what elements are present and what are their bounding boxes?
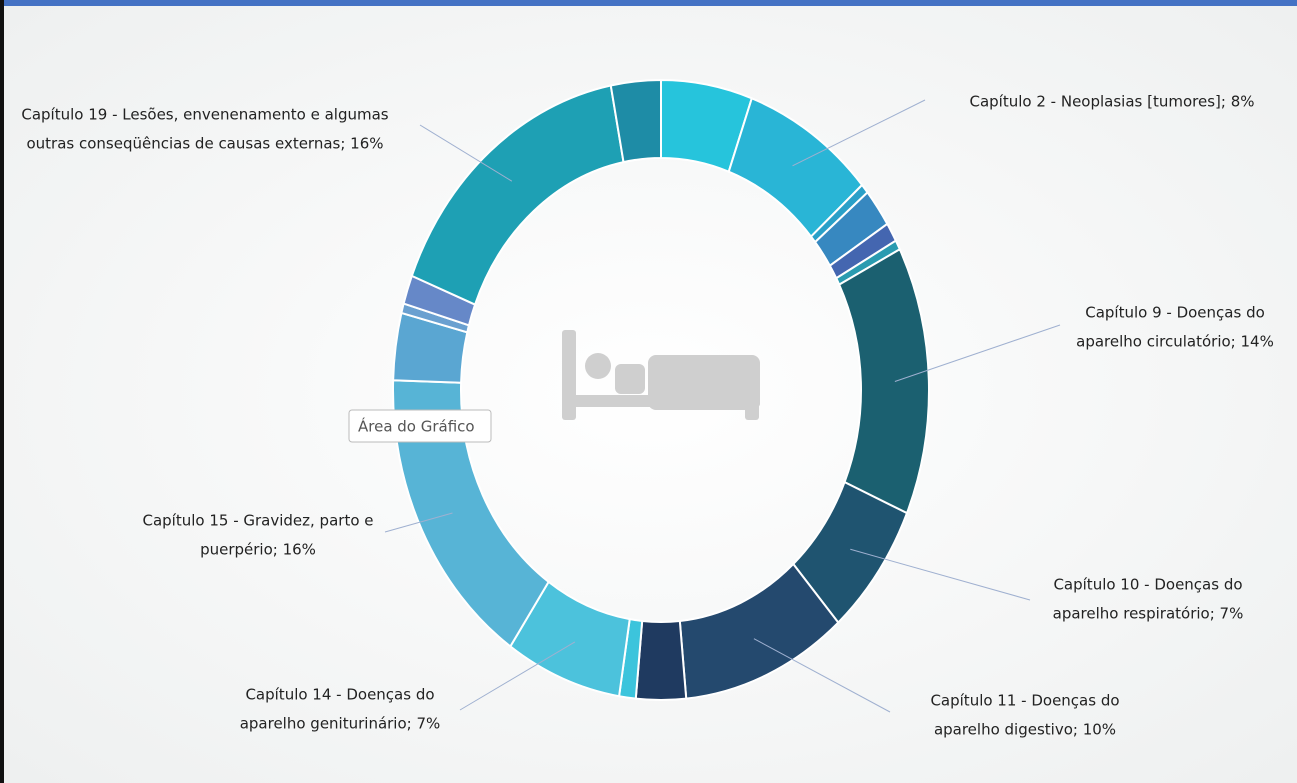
chart: Capítulo 2 - Neoplasias [tumores]; 8% Cap… (0, 0, 1297, 783)
data-label: aparelho respiratório; 7% (1053, 605, 1244, 623)
tooltip-text: Área do Gráfico (358, 417, 475, 436)
data-label: Capítulo 14 - Doenças do (245, 686, 434, 704)
data-label: Capítulo 9 - Doenças do (1085, 304, 1265, 322)
data-label: Capítulo 15 - Gravidez, parto e (142, 512, 373, 530)
data-label: Capítulo 11 - Doenças do (930, 692, 1119, 710)
donut-segment (636, 621, 686, 700)
data-label: Capítulo 2 - Neoplasias [tumores]; 8% (970, 93, 1255, 111)
data-label: puerpério; 16% (200, 541, 316, 559)
data-label: Capítulo 19 - Lesões, envenenamento e al… (21, 106, 388, 124)
left-border (0, 0, 4, 783)
data-label: aparelho circulatório; 14% (1076, 333, 1274, 351)
data-label: outras conseqüências de causas externas;… (26, 135, 383, 153)
data-label: aparelho geniturinário; 7% (240, 715, 441, 733)
data-label: Capítulo 10 - Doenças do (1053, 576, 1242, 594)
top-bar (0, 0, 1297, 6)
tooltip: Área do Gráfico (349, 410, 491, 442)
data-label: aparelho digestivo; 10% (934, 721, 1116, 739)
